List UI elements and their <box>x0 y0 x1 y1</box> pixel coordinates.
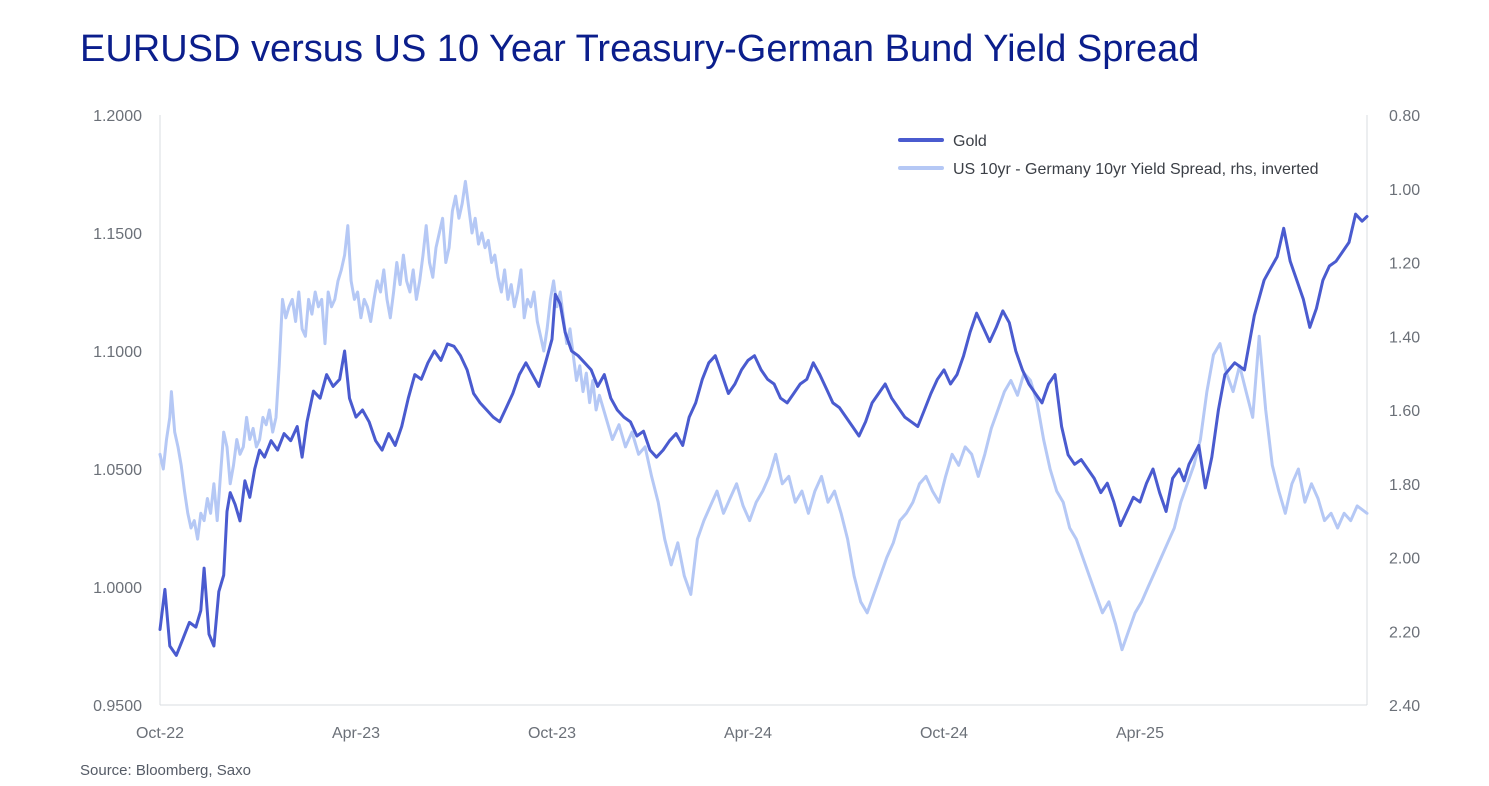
y-left-tick-label: 1.0500 <box>93 462 142 479</box>
y-left-tick-label: 1.2000 <box>93 108 142 125</box>
y-right-tick-label: 2.00 <box>1389 551 1420 568</box>
y-right-tick-label: 2.40 <box>1389 698 1420 715</box>
y-right-tick-label: 1.60 <box>1389 403 1420 420</box>
series-line-gold <box>158 212 1369 657</box>
x-tick-label: Oct-22 <box>136 725 184 742</box>
chart-title: EURUSD versus US 10 Year Treasury-German… <box>80 28 1200 70</box>
y-left-tick-label: 1.1500 <box>93 226 142 243</box>
source-note: Source: Bloomberg, Saxo <box>80 762 251 779</box>
x-tick-label: Oct-24 <box>920 725 968 742</box>
y-left-tick-label: 1.1000 <box>93 344 142 361</box>
x-tick-label: Apr-23 <box>332 725 380 742</box>
chart-lines <box>158 179 1369 657</box>
y-right-tick-label: 0.80 <box>1389 108 1420 125</box>
x-tick-label: Oct-23 <box>528 725 576 742</box>
y-right-tick-label: 1.40 <box>1389 329 1420 346</box>
y-right-tick-label: 2.20 <box>1389 624 1420 641</box>
x-tick-label: Apr-25 <box>1116 725 1164 742</box>
series-line-yield-spread <box>158 179 1369 652</box>
y-left-tick-label: 1.0000 <box>93 580 142 597</box>
y-right-tick-label: 1.00 <box>1389 182 1420 199</box>
y-left-tick-label: 0.9500 <box>93 698 142 715</box>
legend-label: Gold <box>953 133 987 150</box>
x-tick-label: Apr-24 <box>724 725 772 742</box>
legend-label: US 10yr - Germany 10yr Yield Spread, rhs… <box>953 161 1319 178</box>
chart-legend: Gold US 10yr - Germany 10yr Yield Spread,… <box>898 133 1319 178</box>
y-right-tick-label: 1.80 <box>1389 477 1420 494</box>
chart-axes: 1.2000 1.1500 1.1000 1.0500 1.0000 0.9500 0.80… <box>93 108 1420 742</box>
y-right-tick-label: 1.20 <box>1389 256 1420 273</box>
